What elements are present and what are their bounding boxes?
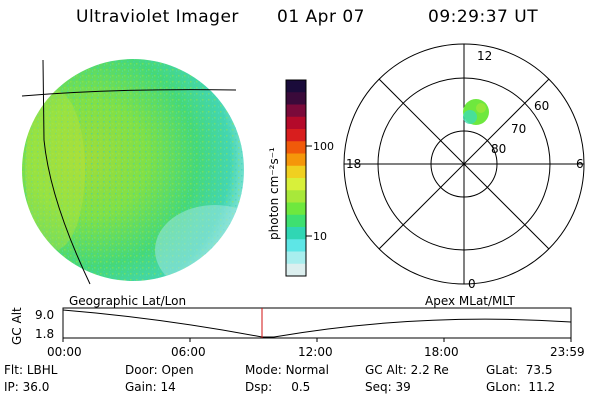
date-label: 01 Apr 07 bbox=[277, 7, 365, 27]
geo-longitude-line bbox=[42, 59, 91, 285]
mlt-label-6: 6 bbox=[576, 157, 584, 171]
timeline-xtick-1800: 18:00 bbox=[424, 345, 459, 359]
color-bar-segment bbox=[286, 165, 306, 179]
altitude-curve bbox=[62, 309, 572, 338]
info-dsp: Dsp: 0.5 bbox=[245, 380, 311, 394]
timeline-ytick-high: 9.0 bbox=[35, 308, 54, 322]
info-ip: IP: 36.0 bbox=[4, 380, 50, 394]
color-bar-label-100: 100 bbox=[313, 140, 334, 153]
info-door: Door: Open bbox=[125, 363, 194, 377]
lat-label-80: 80 bbox=[491, 142, 506, 156]
polar-emission-blob bbox=[463, 99, 489, 125]
info-gain: Gain: 14 bbox=[125, 380, 176, 394]
timeline-right-label: Apex MLat/MLT bbox=[425, 294, 515, 308]
instrument-title: Ultraviolet Imager bbox=[76, 7, 239, 27]
lat-label-60: 60 bbox=[534, 99, 549, 113]
color-bar-segment bbox=[286, 178, 306, 191]
info-gc-alt: GC Alt: 2.2 Re bbox=[365, 363, 449, 377]
color-bar-segment bbox=[286, 263, 306, 277]
time-label: 09:29:37 UT bbox=[428, 7, 539, 27]
timeline-axis-title: GC Alt bbox=[10, 307, 24, 345]
timeline-xtick-1200: 12:00 bbox=[298, 345, 333, 359]
geo-latitude-line bbox=[21, 89, 237, 97]
mlt-label-12: 12 bbox=[477, 49, 492, 63]
timeline-ytick-low: 1.8 bbox=[35, 327, 54, 341]
info-glat: GLat: 73.5 bbox=[486, 363, 553, 377]
info-glon: GLon: 11.2 bbox=[486, 380, 556, 394]
timeline-xtick-0000: 00:00 bbox=[47, 345, 82, 359]
timeline-left-label: Geographic Lat/Lon bbox=[69, 294, 186, 308]
timeline-xtick-0600: 06:00 bbox=[171, 345, 206, 359]
color-bar-segment bbox=[286, 251, 306, 265]
color-bar-segment bbox=[286, 190, 306, 203]
mlt-label-0: 0 bbox=[468, 277, 476, 291]
polar-diagonal-2 bbox=[378, 78, 550, 250]
timeline-xtick-2359: 23:59 bbox=[550, 345, 585, 359]
color-bar-unit: photon cm⁻²s⁻¹ bbox=[267, 147, 281, 240]
color-bar-segment bbox=[286, 129, 306, 142]
color-bar-frame bbox=[285, 79, 307, 277]
timeline-x-ticks bbox=[62, 338, 572, 342]
polar-plot bbox=[343, 43, 585, 285]
info-flt: Flt: LBHL bbox=[4, 363, 58, 377]
info-mode: Mode: Normal bbox=[245, 363, 329, 377]
color-bar-segment bbox=[286, 141, 306, 154]
color-bar-segment bbox=[286, 80, 306, 93]
lat-label-70: 70 bbox=[511, 122, 526, 136]
color-bar-label-10: 10 bbox=[313, 230, 327, 243]
color-bar-segment bbox=[286, 202, 306, 216]
color-bar-segment bbox=[286, 214, 306, 228]
info-seq: Seq: 39 bbox=[365, 380, 411, 394]
color-bar-segment bbox=[286, 227, 306, 240]
color-bar-segment bbox=[286, 239, 306, 252]
color-bar-segment bbox=[286, 116, 306, 130]
color-bar-segment bbox=[286, 153, 306, 167]
imager-disk bbox=[21, 59, 244, 285]
mlt-label-18: 18 bbox=[346, 157, 361, 171]
color-bar bbox=[286, 80, 306, 277]
timeline-frame bbox=[62, 307, 572, 339]
color-bar-segment bbox=[286, 104, 306, 118]
color-bar-segment bbox=[286, 92, 306, 105]
